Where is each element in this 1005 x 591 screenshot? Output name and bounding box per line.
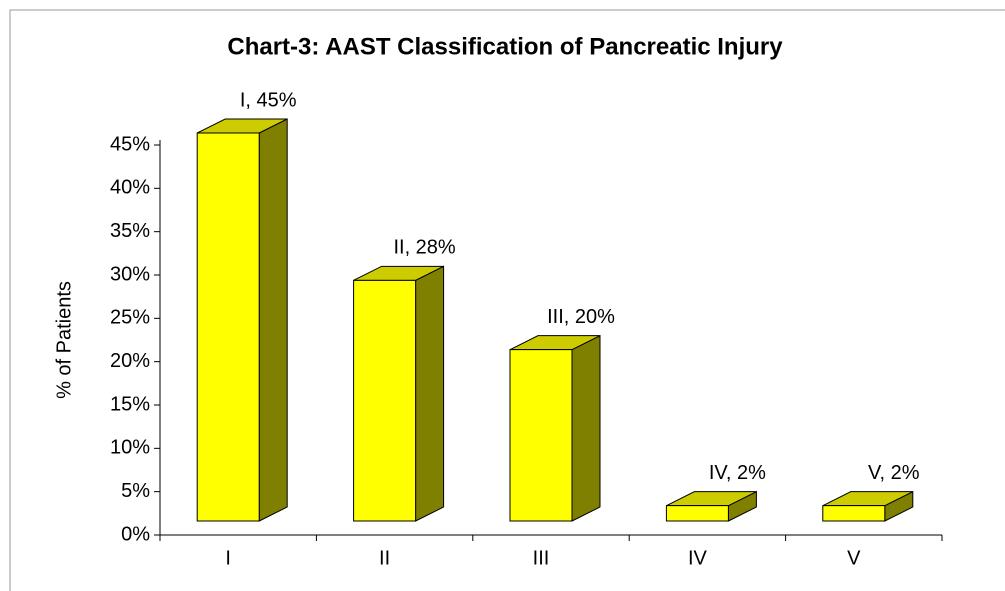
bar [509, 334, 601, 522]
data-label: IV, 2% [709, 462, 766, 484]
bar-side [415, 265, 445, 522]
y-tick-label: 25% [110, 307, 150, 329]
x-tick-label: II [379, 547, 390, 569]
chart-frame [9, 9, 1005, 591]
bar-front [822, 505, 886, 522]
bar-front [665, 505, 729, 522]
y-axis-label: % of Patients [53, 281, 75, 399]
bar [353, 265, 445, 522]
x-tick-label: V [847, 547, 861, 569]
bar-side [258, 118, 288, 522]
y-tick-label: 0% [121, 523, 150, 545]
x-tick-label: I [225, 547, 231, 569]
data-label: V, 2% [868, 462, 920, 484]
y-tick-label: 35% [110, 220, 150, 242]
bar-front [353, 279, 417, 522]
data-label: II, 28% [393, 237, 455, 259]
x-tick-label: III [533, 547, 550, 569]
bar [196, 118, 288, 522]
y-tick-label: 20% [110, 350, 150, 372]
bar-side [571, 334, 601, 522]
x-tick-label: IV [688, 547, 708, 569]
data-label: III, 20% [547, 306, 615, 328]
y-tick-label: 15% [110, 393, 150, 415]
y-tick-label: 10% [110, 437, 150, 459]
y-tick-label: 45% [110, 133, 150, 155]
y-tick-label: 40% [110, 177, 150, 199]
bar [822, 490, 914, 522]
bar-front [196, 132, 260, 522]
data-label: I, 45% [240, 89, 297, 111]
chart-title: Chart-3: AAST Classification of Pancreat… [227, 33, 783, 60]
y-tick-label: 5% [121, 480, 150, 502]
y-tick-label: 30% [110, 263, 150, 285]
bar-front [509, 349, 573, 522]
bar [665, 490, 757, 522]
